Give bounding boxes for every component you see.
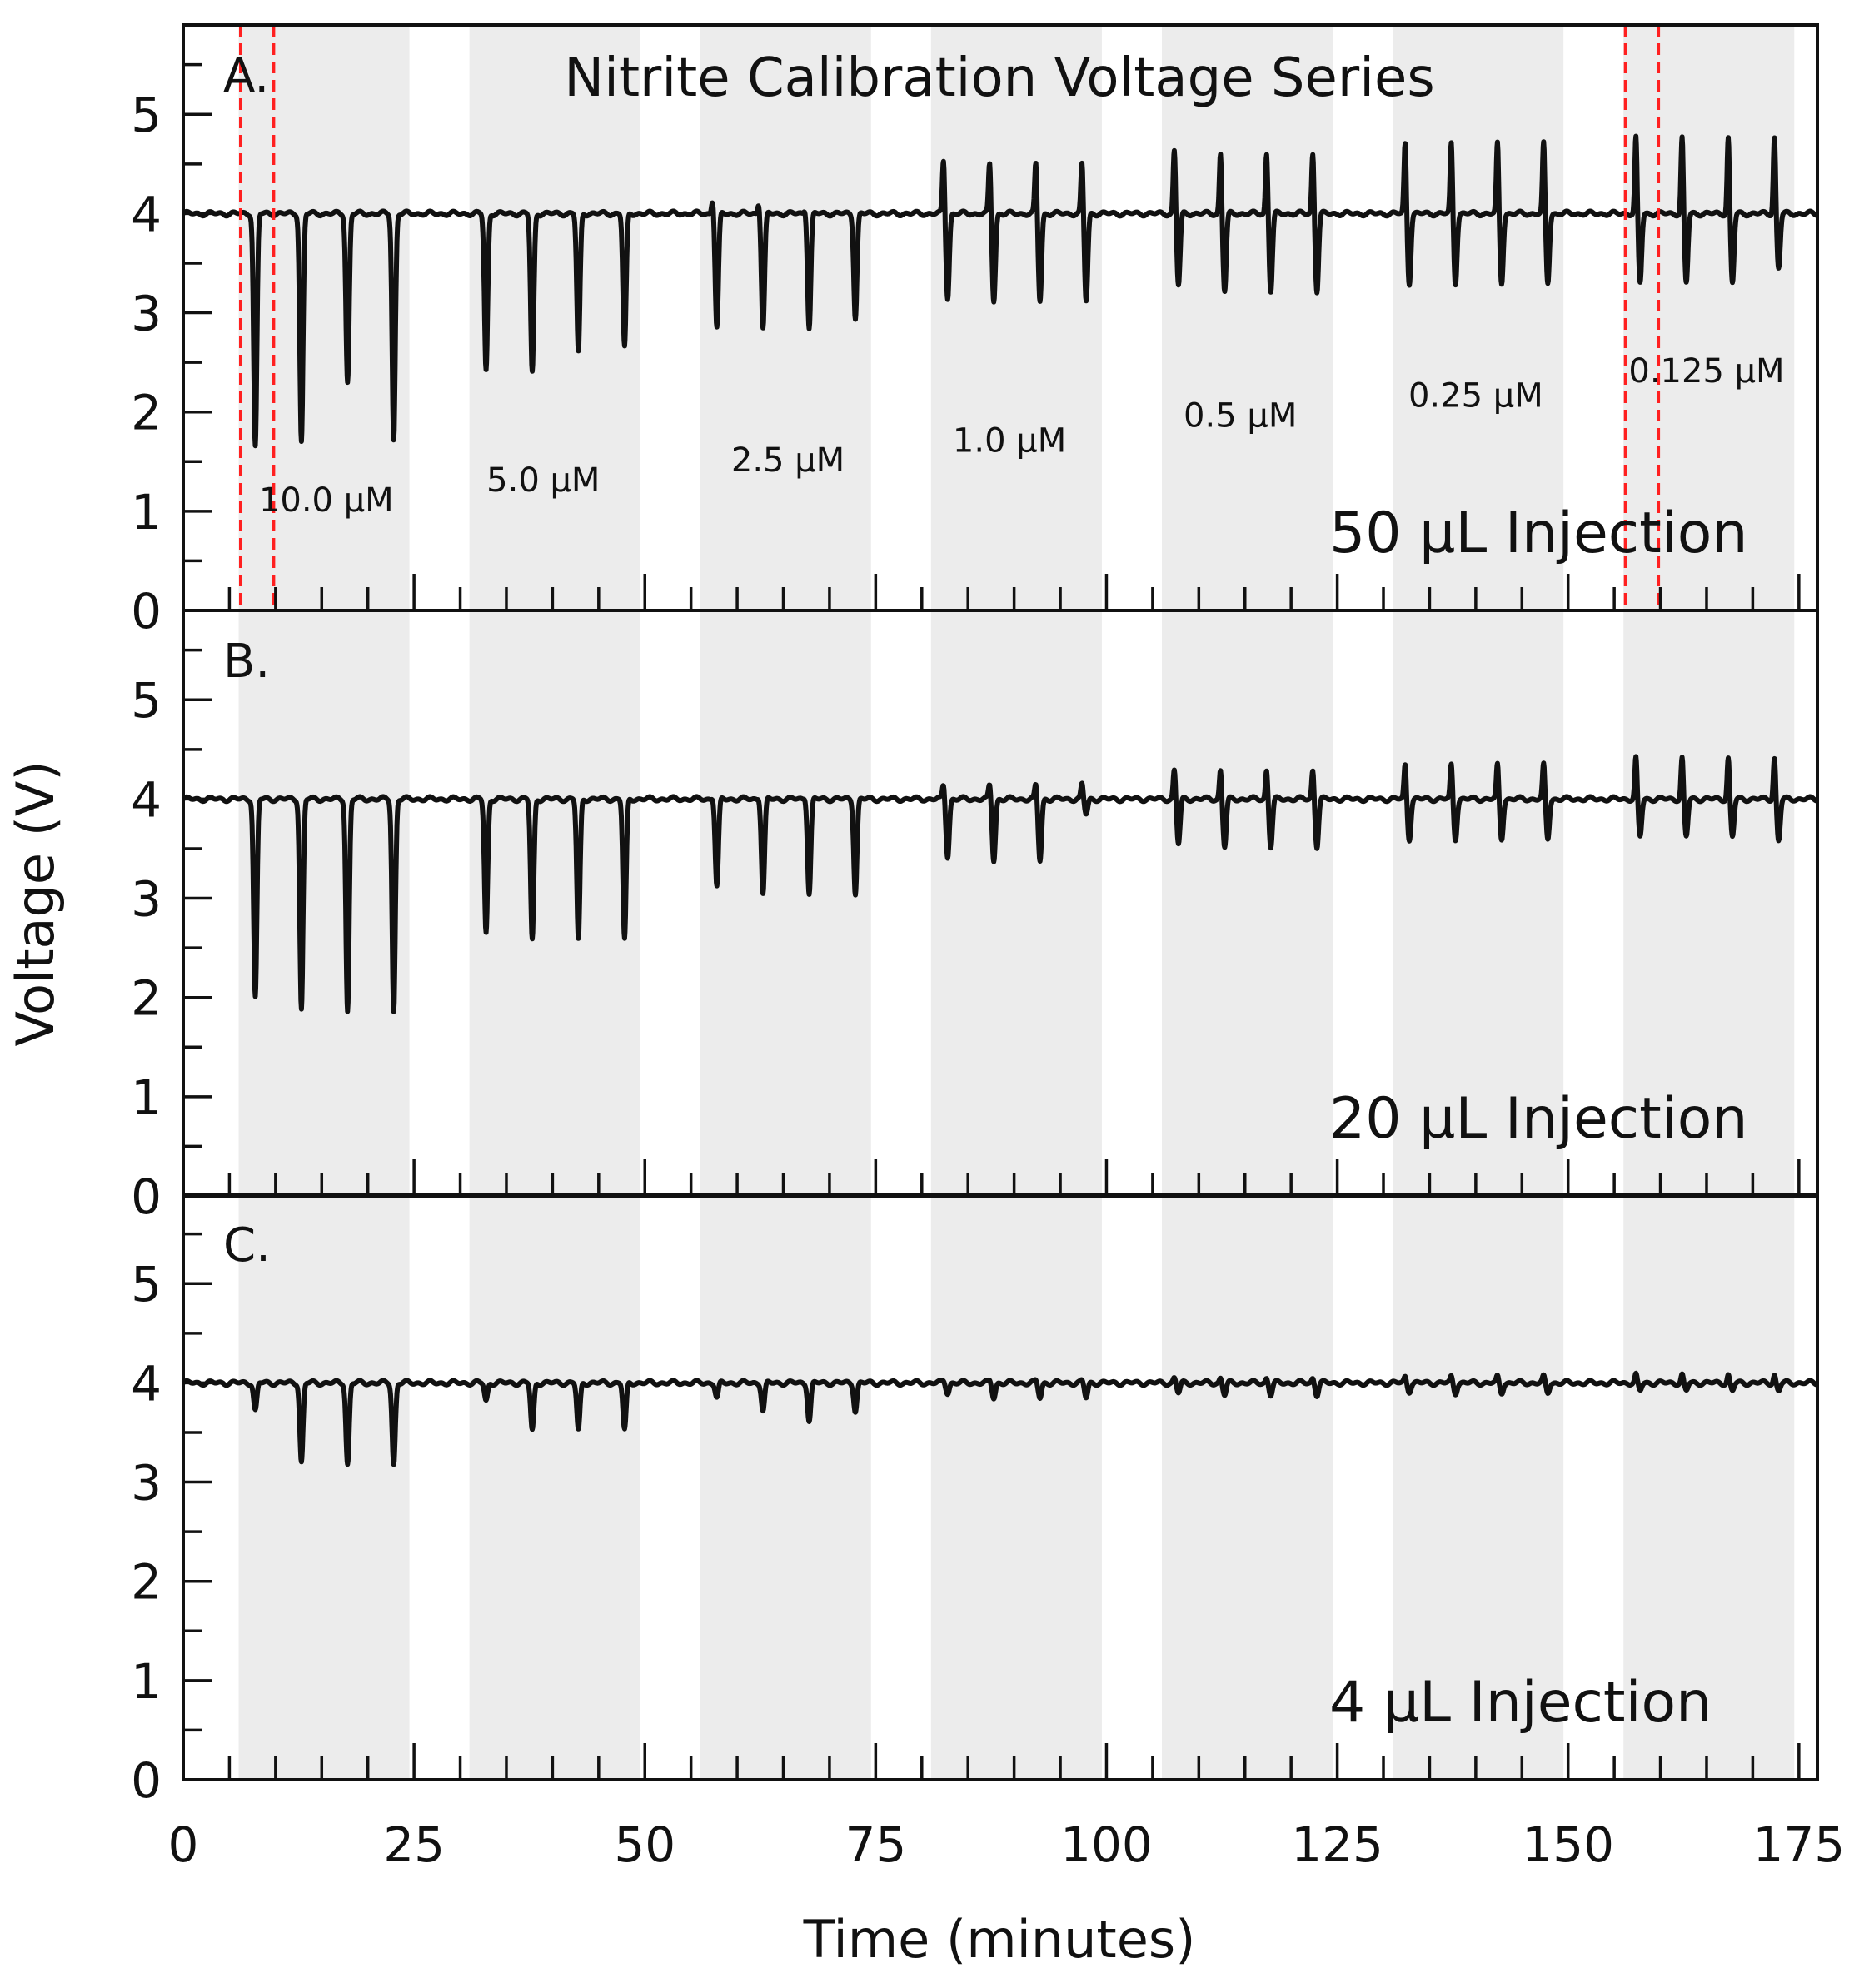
- y-tick-label: 3: [131, 871, 162, 928]
- voltage-trace-panel-b: [181, 754, 1820, 1014]
- y-tick-label: 4: [131, 1355, 162, 1412]
- y-tick-label: 5: [131, 1256, 162, 1313]
- y-tick-label: 1: [131, 1653, 162, 1710]
- voltage-trace-panel-a: [181, 133, 1820, 449]
- y-tick-label: 4: [131, 186, 162, 242]
- y-tick-label: 3: [131, 1455, 162, 1512]
- panel-label-c: C.: [223, 1218, 271, 1273]
- chart-title: Nitrite Calibration Voltage Series: [564, 47, 1434, 109]
- x-axis-title: Time (minutes): [803, 1909, 1196, 1970]
- x-tick-label: 25: [383, 1816, 445, 1873]
- y-tick-label: 0: [131, 1752, 162, 1809]
- concentration-label: 0.25 µM: [1408, 377, 1543, 416]
- panel-frame-c: [182, 1193, 1819, 1781]
- y-tick-label: 1: [131, 484, 162, 541]
- panel-frames: [182, 23, 1819, 1781]
- y-tick-label: 2: [131, 385, 162, 441]
- band-3: [930, 25, 1102, 1780]
- concentration-label: 10.0 µM: [259, 481, 394, 520]
- axis-ticks: [182, 62, 1801, 1781]
- injection-label-b: 20 µL Injection: [1329, 1086, 1747, 1152]
- band-1: [469, 25, 640, 1780]
- concentration-label: 0.125 µM: [1628, 352, 1784, 391]
- injection-label-c: 4 µL Injection: [1329, 1670, 1712, 1736]
- concentration-label: 0.5 µM: [1184, 397, 1297, 436]
- concentration-bands: [238, 25, 1795, 1780]
- x-tick-label: 50: [614, 1816, 675, 1873]
- concentration-label: 1.0 µM: [953, 421, 1066, 460]
- band-0: [238, 25, 410, 1780]
- x-tick-label: 175: [1752, 1816, 1845, 1873]
- x-tick-label: 100: [1060, 1816, 1153, 1873]
- y-tick-label: 1: [131, 1069, 162, 1126]
- y-tick-label: 5: [131, 87, 162, 143]
- voltage-traces: [181, 133, 1820, 1467]
- y-axis-title: Voltage (V): [5, 760, 66, 1046]
- concentration-label: 5.0 µM: [486, 461, 600, 500]
- y-tick-label: 3: [131, 286, 162, 342]
- x-tick-label: 150: [1522, 1816, 1614, 1873]
- injection-label-a: 50 µL Injection: [1329, 501, 1747, 566]
- band-5: [1393, 25, 1564, 1780]
- figure-labels: 0 1 2 3 4 5 A. 50 µL Injection Nitrite Calibrati…: [5, 47, 1845, 1970]
- x-tick-label: 75: [845, 1816, 906, 1873]
- y-tick-label: 5: [131, 672, 162, 729]
- y-tick-label: 2: [131, 1554, 162, 1611]
- voltage-trace-panel-c: [181, 1370, 1820, 1467]
- concentration-label: 2.5 µM: [731, 441, 845, 480]
- x-tick-label: 125: [1291, 1816, 1383, 1873]
- band-2: [700, 25, 871, 1780]
- panel-label-b: B.: [223, 635, 270, 689]
- dashed-markers: [238, 25, 1661, 610]
- panel-label-a: A.: [223, 49, 269, 103]
- band-4: [1161, 25, 1333, 1780]
- y-tick-label: 0: [131, 1168, 162, 1225]
- x-tick-label: 0: [168, 1816, 199, 1873]
- band-6: [1623, 25, 1795, 1780]
- y-tick-label: 4: [131, 771, 162, 828]
- y-tick-label: 0: [131, 583, 162, 640]
- y-tick-label: 2: [131, 970, 162, 1027]
